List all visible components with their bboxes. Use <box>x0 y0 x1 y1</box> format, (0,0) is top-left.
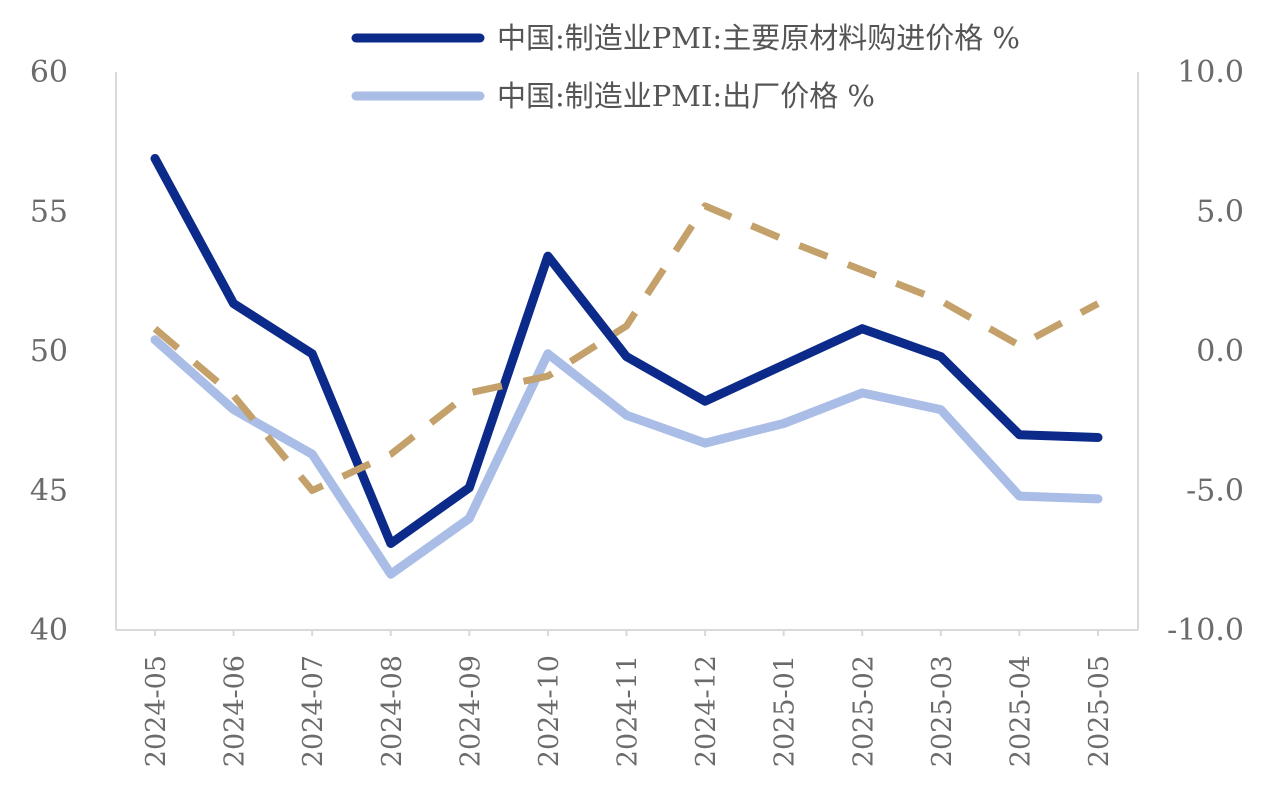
x-tick-label: 2025-01 <box>770 655 801 767</box>
x-tick-label: 2024-10 <box>534 655 565 767</box>
y-left-tick-label: 60 <box>30 55 68 90</box>
x-tick-label: 2024-05 <box>141 655 172 767</box>
y-right-tick-label: -5.0 <box>1186 474 1244 509</box>
legend: 中国:制造业PMI:主要原材料购进价格 % 中国:制造业PMI:出厂价格 % <box>351 21 1020 113</box>
legend-label: 中国:制造业PMI:主要原材料购进价格 % <box>497 21 1020 55</box>
x-tick-label: 2025-03 <box>927 655 958 767</box>
x-tick-label: 2025-04 <box>1005 655 1036 767</box>
y-left-tick-label: 45 <box>30 474 68 509</box>
x-tick-label: 2025-05 <box>1084 655 1115 767</box>
y-right-tick-label: 10.0 <box>1177 55 1244 90</box>
y-right-tick-label: 0.0 <box>1196 334 1244 369</box>
x-tick-label: 2024-09 <box>455 655 486 767</box>
y-left-tick-label: 50 <box>30 334 68 369</box>
series-line-1 <box>150 154 1103 548</box>
x-tick-label: 2024-12 <box>691 655 722 767</box>
y-right-tick-label: -10.0 <box>1167 613 1244 648</box>
x-tick-label: 2024-08 <box>377 655 408 767</box>
y-left-tick-label: 55 <box>30 195 68 230</box>
axes: 40 45 50 55 60 -10.0 -5.0 0.0 5.0 10.0 2024-05 2024… <box>30 55 1244 767</box>
x-tick-label: 2024-07 <box>298 655 329 767</box>
legend-label: 中国:制造业PMI:出厂价格 % <box>497 79 875 113</box>
x-tick-label: 2024-06 <box>220 655 251 767</box>
x-tick-label: 2024-11 <box>613 655 644 767</box>
series-lines <box>150 154 1103 579</box>
y-right-tick-label: 5.0 <box>1196 195 1244 230</box>
x-tick-label: 2025-02 <box>848 655 879 767</box>
y-left-tick-label: 40 <box>30 613 68 648</box>
